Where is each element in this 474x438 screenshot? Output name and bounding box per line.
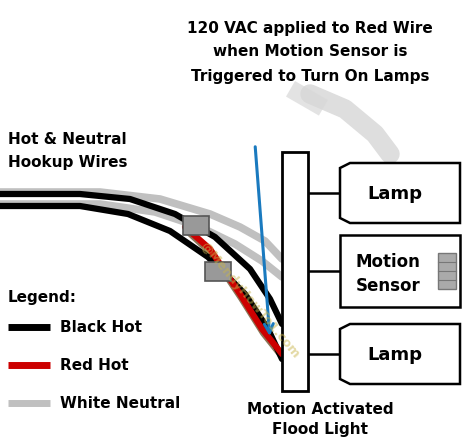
- Bar: [282, 153, 308, 391]
- Text: Flood Light: Flood Light: [272, 421, 368, 437]
- Polygon shape: [340, 324, 460, 384]
- Text: Sensor: Sensor: [356, 276, 420, 294]
- Text: @MendyHowTo1.com: @MendyHowTo1.com: [198, 239, 302, 360]
- Text: Motion Activated: Motion Activated: [246, 402, 393, 417]
- Text: Legend:: Legend:: [8, 290, 77, 305]
- Bar: [183, 216, 209, 236]
- Text: Hot & Neutral: Hot & Neutral: [8, 132, 127, 147]
- Text: Motion: Motion: [356, 252, 420, 270]
- Bar: [438, 254, 456, 290]
- Text: Triggered to Turn On Lamps: Triggered to Turn On Lamps: [191, 68, 429, 83]
- Polygon shape: [340, 164, 460, 223]
- Bar: [286, 82, 328, 117]
- Text: Lamp: Lamp: [367, 184, 422, 202]
- Text: Hookup Wires: Hookup Wires: [8, 155, 128, 170]
- Bar: [340, 236, 460, 307]
- Text: 120 VAC applied to Red Wire: 120 VAC applied to Red Wire: [187, 21, 433, 35]
- Text: Black Hot: Black Hot: [60, 320, 142, 335]
- Bar: [205, 262, 231, 281]
- Text: when Motion Sensor is: when Motion Sensor is: [213, 44, 407, 60]
- Text: White Neutral: White Neutral: [60, 396, 180, 410]
- Text: Lamp: Lamp: [367, 345, 422, 363]
- Text: Red Hot: Red Hot: [60, 358, 128, 373]
